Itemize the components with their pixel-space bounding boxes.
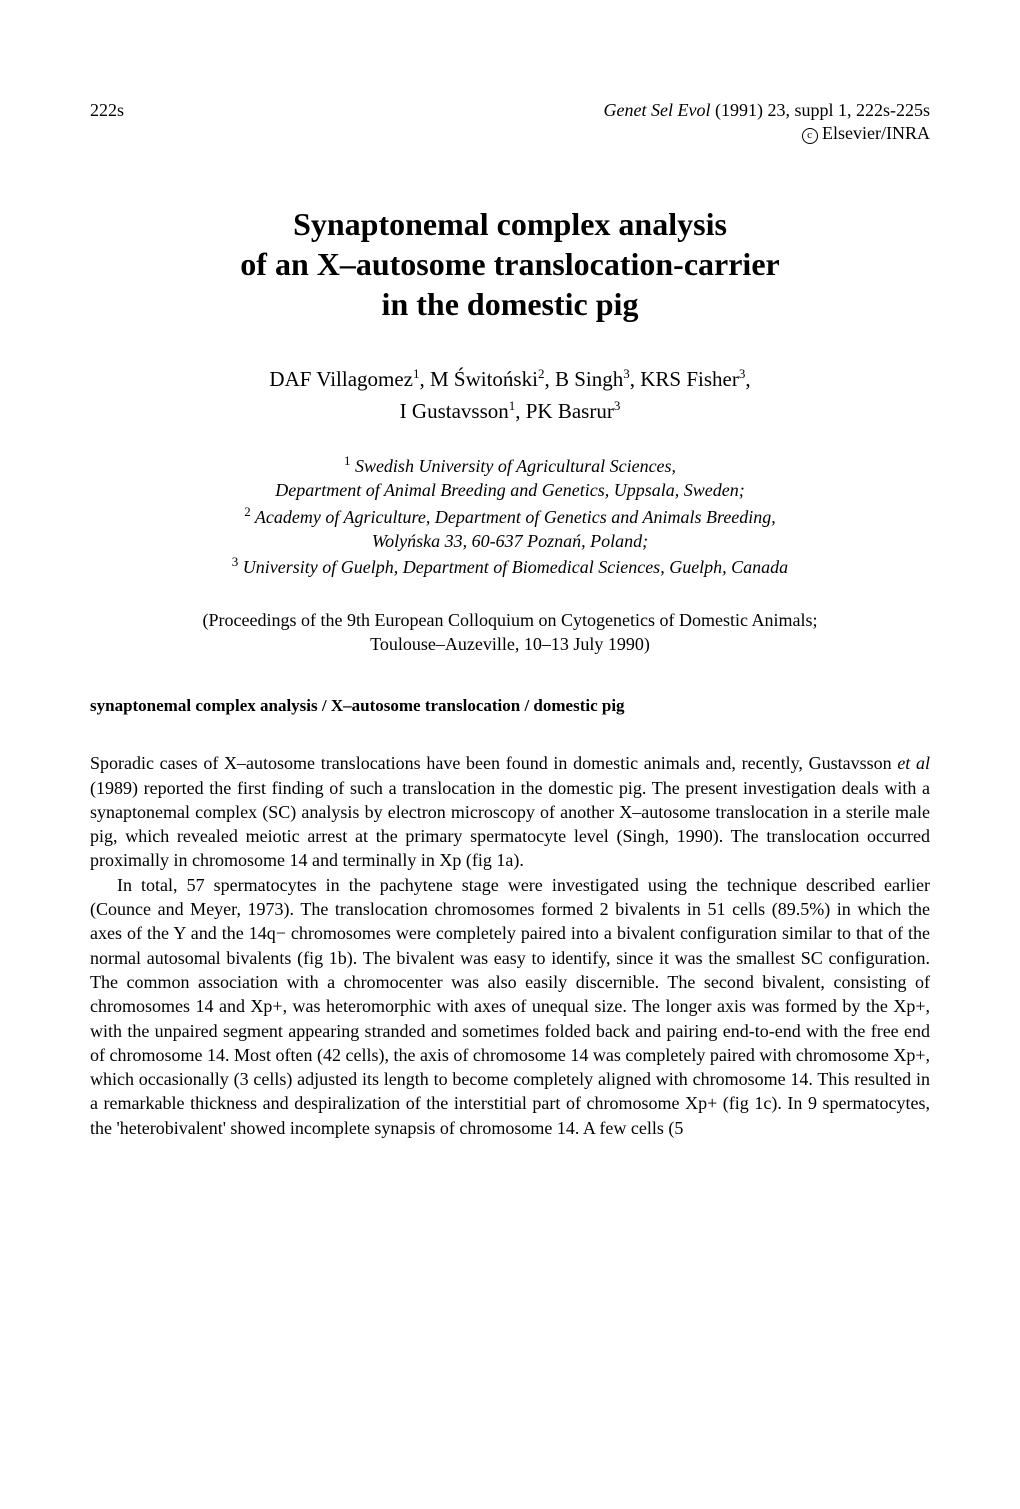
copyright-icon: c: [802, 128, 818, 144]
running-header: 222s Genet Sel Evol (1991) 23, suppl 1, …: [90, 100, 930, 144]
author: I Gustavsson: [400, 399, 509, 423]
proceedings-line-1: (Proceedings of the 9th European Colloqu…: [203, 610, 818, 630]
page-number: 222s: [90, 100, 124, 121]
affil-text: Department of Animal Breeding and Geneti…: [275, 480, 744, 500]
author: DAF Villagomez: [269, 367, 413, 391]
title-line-3: in the domestic pig: [382, 286, 639, 322]
title-line-2: of an X–autosome translocation-carrier: [240, 246, 779, 282]
affil-text: Academy of Agriculture, Department of Ge…: [255, 507, 776, 527]
citation: Genet Sel Evol (1991) 23, suppl 1, 222s-…: [604, 100, 930, 144]
paper-page: 222s Genet Sel Evol (1991) 23, suppl 1, …: [0, 0, 1020, 1200]
paper-title: Synaptonemal complex analysis of an X–au…: [90, 204, 930, 324]
affiliations: 1 Swedish University of Agricultural Sci…: [90, 452, 930, 579]
paragraph-2: In total, 57 spermatocytes in the pachyt…: [90, 873, 930, 1140]
author: , M Świtoński: [420, 367, 538, 391]
title-line-1: Synaptonemal complex analysis: [293, 206, 727, 242]
publisher: Elsevier/INRA: [822, 123, 930, 143]
citation-details: (1991) 23, suppl 1, 222s-225s: [711, 100, 931, 120]
keywords: synaptonemal complex analysis / X–autoso…: [90, 696, 930, 716]
p1-text-a: Sporadic cases of X–autosome translocati…: [90, 753, 897, 773]
proceedings-note: (Proceedings of the 9th European Colloqu…: [90, 609, 930, 656]
et-al: et al: [897, 753, 930, 773]
affil-number: 3: [232, 554, 239, 569]
authors: DAF Villagomez1, M Świtoński2, B Singh3,…: [90, 364, 930, 427]
author: , B Singh: [544, 367, 623, 391]
affil-ref: 3: [614, 398, 621, 413]
affil-text: University of Guelph, Department of Biom…: [243, 557, 788, 577]
p1-text-b: (1989) reported the first finding of suc…: [90, 778, 930, 871]
affil-text: Wolyńska 33, 60-637 Poznań, Poland;: [372, 531, 648, 551]
body-text: Sporadic cases of X–autosome translocati…: [90, 751, 930, 1140]
affil-number: 1: [344, 453, 351, 468]
journal-name: Genet Sel Evol: [604, 100, 711, 120]
author: , PK Basrur: [515, 399, 614, 423]
paragraph-1: Sporadic cases of X–autosome translocati…: [90, 751, 930, 872]
author-sep: ,: [745, 367, 750, 391]
proceedings-line-2: Toulouse–Auzeville, 10–13 July 1990): [370, 634, 650, 654]
author: , KRS Fisher: [630, 367, 739, 391]
affil-number: 2: [244, 504, 251, 519]
publisher-line: c Elsevier/INRA: [604, 123, 930, 144]
affil-text: Swedish University of Agricultural Scien…: [355, 456, 676, 476]
